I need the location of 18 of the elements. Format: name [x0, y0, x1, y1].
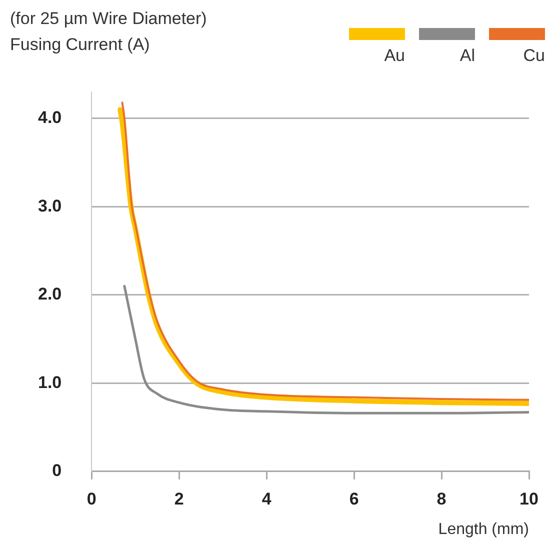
x-tick-label: 2 — [174, 489, 184, 508]
x-tick-label: 4 — [262, 489, 272, 508]
y-tick-label: 0 — [52, 461, 62, 480]
y-tick-label: 4.0 — [38, 108, 62, 128]
y-tick-label: 1.0 — [38, 372, 62, 392]
y-tick-label: 2.0 — [38, 284, 62, 304]
x-axis-title: Length (mm) — [438, 520, 529, 538]
x-tick-label: 8 — [436, 489, 446, 508]
legend-label: Al — [460, 46, 475, 66]
chart-title: (for 25 µm Wire Diameter) — [10, 8, 207, 30]
x-tick-label: 6 — [349, 489, 359, 508]
y-axis-title: Fusing Current (A) — [10, 34, 151, 56]
legend-label: Cu — [523, 46, 545, 66]
line-series — [123, 284, 529, 414]
legend-label: Au — [384, 46, 405, 66]
x-tick-label: 10 — [520, 489, 538, 508]
y-tick-label: 3.0 — [38, 196, 62, 216]
x-tick-label: 0 — [86, 489, 96, 508]
